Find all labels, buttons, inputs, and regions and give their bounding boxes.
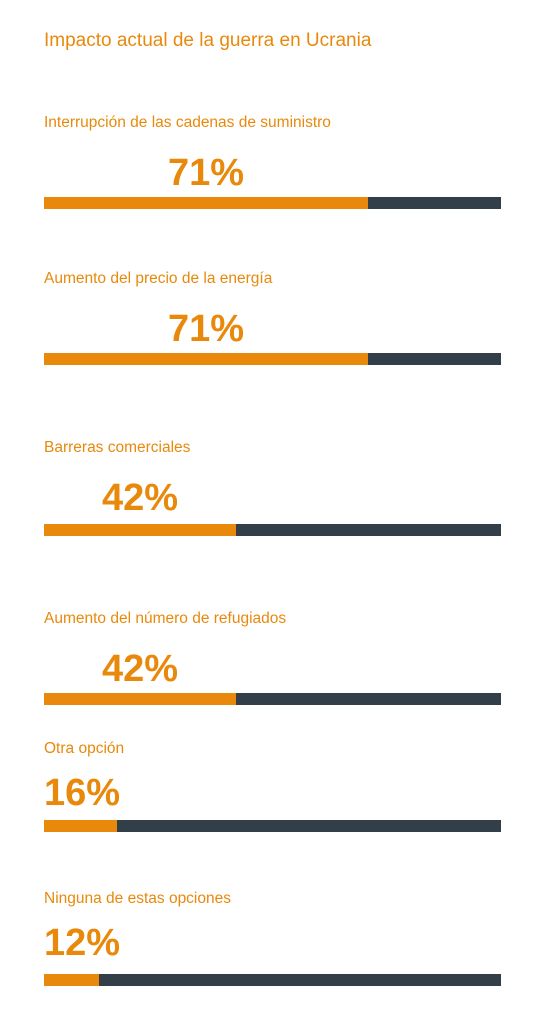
value-label: 71% [167,308,245,350]
category-label: Interrupción de las cadenas de suministr… [44,114,331,131]
value-label: 42% [101,477,179,519]
category-label: Otra opción [44,740,125,757]
bar-fill [44,693,236,705]
bar-fill [44,353,368,365]
bar-track [44,524,501,536]
value-label: 12% [43,922,121,964]
bar-track [44,353,501,365]
value-label: 42% [101,648,179,690]
bar-fill [44,197,368,209]
value-label: 16% [43,772,121,814]
category-label: Ninguna de estas opciones [44,890,231,907]
category-label: Aumento del precio de la energía [44,270,273,287]
bar-track [44,197,501,209]
bar-fill [44,524,236,536]
bar-track [44,820,501,832]
category-label: Aumento del número de refugiados [44,610,287,627]
category-label: Barreras comerciales [44,439,191,456]
bar-track [44,974,501,986]
bar-track [44,693,501,705]
value-label: 71% [167,152,245,194]
chart-title: Impacto actual de la guerra en Ucrania [44,30,372,51]
bar-fill [44,974,99,986]
bar-fill [44,820,117,832]
